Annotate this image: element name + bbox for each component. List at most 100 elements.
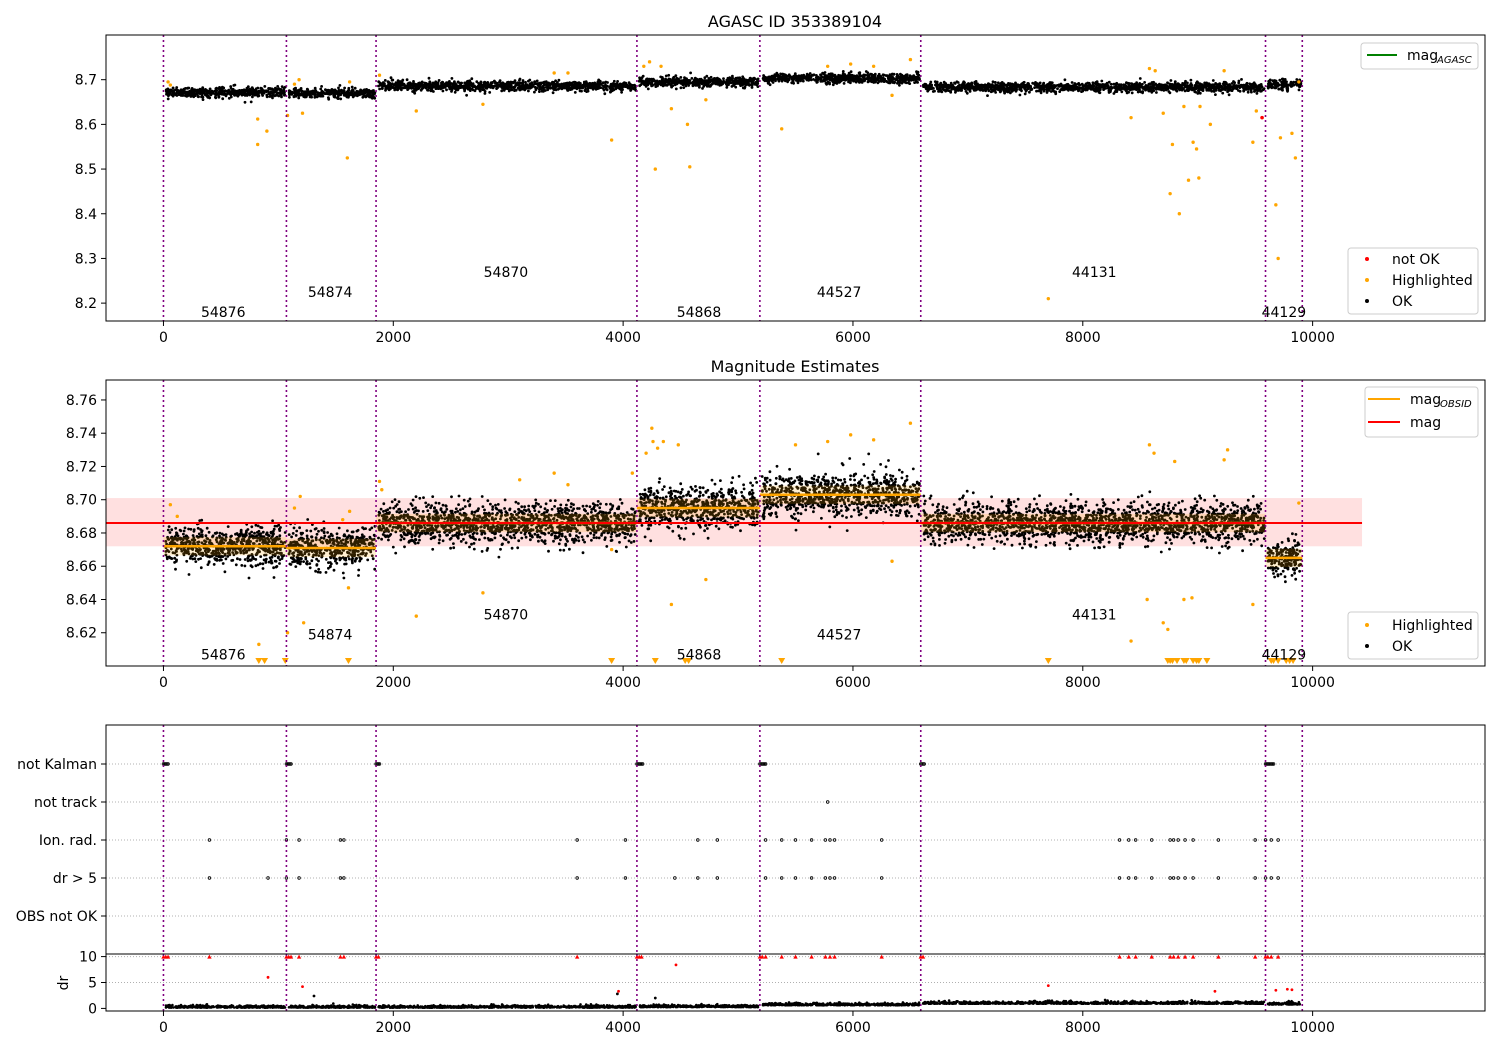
ok-point xyxy=(1150,81,1154,84)
ok-point xyxy=(276,556,280,560)
ok-point xyxy=(1204,84,1207,88)
ok-point xyxy=(279,88,283,92)
x-tick-label: 6000 xyxy=(835,330,871,346)
ok-point xyxy=(714,82,717,86)
ok-point xyxy=(249,90,252,94)
ok-point xyxy=(1045,84,1049,88)
ok-point xyxy=(387,85,391,89)
ok-point xyxy=(317,92,321,96)
ok-point xyxy=(507,81,511,85)
ok-point xyxy=(741,78,745,82)
highlighted-point xyxy=(908,57,913,62)
ok-point xyxy=(1246,90,1250,94)
ok-point xyxy=(860,81,864,84)
ok-point xyxy=(1022,80,1026,84)
ok-point xyxy=(900,81,904,85)
ok-point xyxy=(475,80,479,84)
ok-point xyxy=(463,89,466,93)
ok-point xyxy=(1103,83,1107,86)
ok-point xyxy=(579,84,583,88)
ok-point xyxy=(630,84,633,88)
ok-point xyxy=(1195,80,1199,84)
ok-point xyxy=(596,85,600,89)
ok-point xyxy=(659,75,663,79)
ok-point xyxy=(771,78,775,82)
ok-point xyxy=(214,96,218,100)
ok-point xyxy=(847,80,850,84)
ok-point xyxy=(498,83,502,87)
ok-point xyxy=(953,81,956,85)
ok-point xyxy=(393,88,397,92)
ok-point xyxy=(259,86,263,90)
ok-point xyxy=(512,86,516,89)
ok-point xyxy=(978,85,982,89)
ok-point xyxy=(639,78,643,82)
ok-point xyxy=(887,81,890,85)
ok-point xyxy=(554,79,557,83)
ok-point xyxy=(491,84,494,88)
ok-point xyxy=(849,70,853,74)
agasc-plot-frame xyxy=(105,34,1486,322)
ok-point xyxy=(1143,85,1147,89)
ok-point xyxy=(203,93,207,97)
ok-point xyxy=(1060,87,1064,91)
ok-point xyxy=(549,86,553,90)
ok-point xyxy=(1049,84,1053,87)
ok-point xyxy=(224,533,228,536)
ok-point xyxy=(1250,90,1253,94)
ok-point xyxy=(493,84,496,88)
ok-point xyxy=(450,90,453,93)
ok-point xyxy=(1035,89,1038,93)
ok-point xyxy=(796,81,800,85)
ok-point xyxy=(426,88,430,92)
ok-point xyxy=(360,89,364,93)
ok-point xyxy=(963,84,966,87)
ok-point xyxy=(342,89,346,93)
ok-point xyxy=(315,95,319,99)
ok-point xyxy=(1025,88,1028,92)
ok-point xyxy=(717,80,720,84)
ok-point xyxy=(525,83,529,87)
ok-point xyxy=(989,90,993,94)
ok-point xyxy=(905,74,909,77)
ok-point xyxy=(791,80,795,83)
ok-point xyxy=(870,74,874,78)
ok-point xyxy=(453,82,457,86)
ok-point xyxy=(229,93,233,96)
ok-point xyxy=(260,526,264,529)
ok-point xyxy=(178,90,181,94)
ok-point xyxy=(242,88,246,92)
ok-point xyxy=(692,79,696,82)
ok-point xyxy=(519,88,522,92)
ok-point xyxy=(450,77,454,80)
ok-point xyxy=(985,84,989,88)
ok-point xyxy=(1130,82,1134,86)
highlighted-point xyxy=(345,156,350,160)
ok-point xyxy=(520,86,524,90)
ok-point xyxy=(167,88,170,92)
ok-point xyxy=(255,534,259,537)
ok-point xyxy=(364,91,367,94)
ok-point xyxy=(1166,81,1169,85)
highlighted-point xyxy=(552,71,556,75)
ok-point xyxy=(373,91,377,95)
ok-points-series xyxy=(164,70,1303,104)
ok-point xyxy=(690,77,694,80)
ok-point xyxy=(220,89,224,93)
ok-point xyxy=(236,557,239,561)
ok-point xyxy=(1120,87,1124,91)
ok-point xyxy=(1240,78,1243,81)
ok-point xyxy=(1000,81,1004,84)
ok-point xyxy=(1183,83,1186,87)
ok-point xyxy=(1271,79,1275,82)
ok-point xyxy=(459,84,462,87)
ok-point xyxy=(981,86,984,90)
ok-point xyxy=(695,77,699,81)
ok-point xyxy=(915,80,918,84)
ok-point xyxy=(1073,82,1077,85)
ok-point xyxy=(338,84,342,87)
ok-point xyxy=(726,79,730,82)
ok-point xyxy=(1086,86,1090,90)
ok-point xyxy=(440,82,444,85)
